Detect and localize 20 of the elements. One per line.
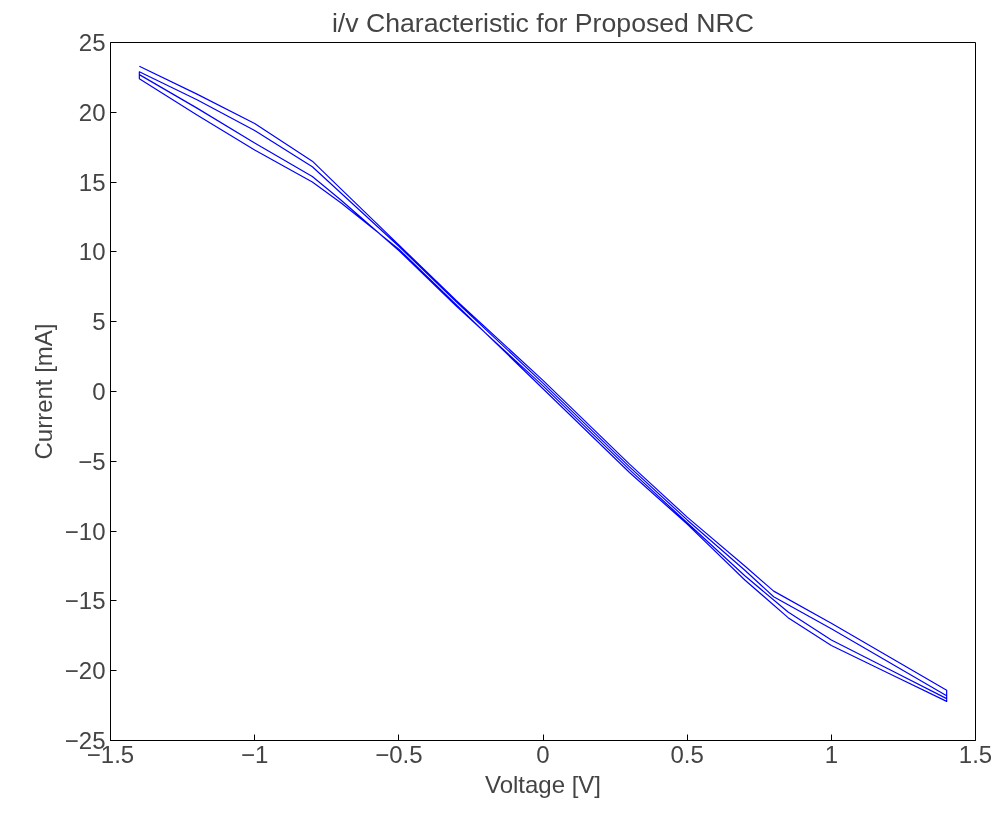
y-tick-label: 5 (92, 308, 106, 336)
y-tick-label: 20 (78, 98, 106, 126)
x-tick-label: −1 (240, 740, 269, 768)
y-tick-label: 15 (78, 168, 106, 196)
x-axis-title: Voltage [V] (484, 770, 602, 798)
y-tick-label: 10 (78, 238, 106, 266)
x-tick-label: 0.5 (670, 740, 704, 768)
y-tick-label: 25 (78, 29, 106, 56)
line-series (138, 65, 948, 703)
y-tick-label: 0 (92, 378, 106, 405)
y-tick-label: −20 (64, 657, 106, 685)
y-axis-title: Current [mA] (29, 323, 57, 460)
y-tick-label: −10 (64, 517, 106, 545)
x-tick-label: 0 (536, 740, 550, 768)
y-tick-label: −5 (78, 447, 106, 475)
chart-title: i/v Characteristic for Proposed NRC (331, 7, 755, 38)
x-tick-label: 1.5 (958, 740, 993, 768)
y-tick-label: −15 (64, 587, 106, 615)
x-tick-label: 1 (824, 740, 839, 768)
x-tick-label: −0.5 (375, 740, 423, 768)
